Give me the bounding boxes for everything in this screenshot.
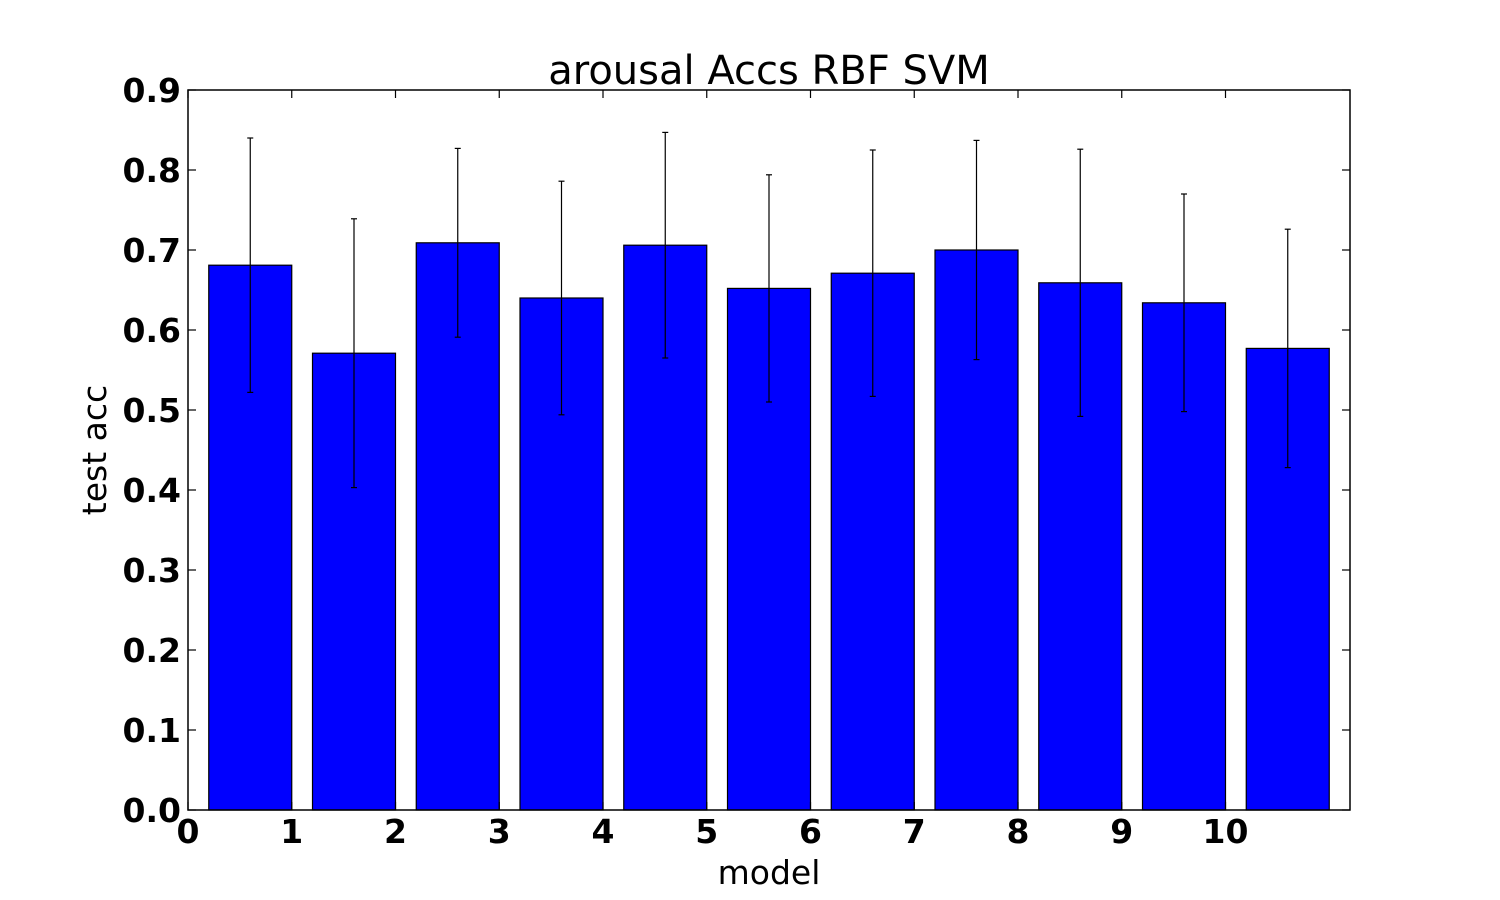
error-bar-9 xyxy=(1181,193,1187,413)
chart-title: arousal Accs RBF SVM xyxy=(548,48,990,94)
x-tick-label: 1 xyxy=(280,812,303,851)
x-tick-label: 7 xyxy=(903,812,926,851)
x-tick-label: 5 xyxy=(695,812,718,851)
x-tick-label: 6 xyxy=(799,812,822,851)
x-axis-label: model xyxy=(718,853,821,892)
x-tick-label: 3 xyxy=(488,812,511,851)
x-tick-label: 2 xyxy=(384,812,407,851)
error-bar-7 xyxy=(973,139,980,361)
y-tick-label: 0.9 xyxy=(123,71,181,110)
error-bar-8 xyxy=(1077,148,1084,417)
error-bar-4 xyxy=(662,131,669,359)
y-axis-label: test acc xyxy=(75,385,114,515)
x-tick-label: 0 xyxy=(177,812,200,851)
error-bar-0 xyxy=(247,137,254,393)
y-tick-label: 0.0 xyxy=(123,791,181,830)
error-bar-5 xyxy=(766,174,772,403)
y-tick-label: 0.6 xyxy=(123,311,181,350)
error-bar-1 xyxy=(351,218,357,489)
y-axis-ticks: 0.0 0.1 0.2 0.3 0.4 0.5 0.6 0.7 0.8 0.9 xyxy=(123,71,1350,830)
x-tick-label: 9 xyxy=(1110,812,1133,851)
error-bar-2 xyxy=(454,147,461,338)
y-tick-label: 0.8 xyxy=(123,151,181,190)
x-axis-ticks: 0 1 2 3 4 5 6 7 8 9 10 xyxy=(177,90,1249,851)
error-bar-6 xyxy=(869,149,876,397)
y-tick-label: 0.5 xyxy=(123,391,181,430)
plot-frame xyxy=(187,89,1351,811)
y-tick-label: 0.4 xyxy=(123,471,181,510)
error-bar-10 xyxy=(1284,228,1291,469)
y-tick-label: 0.2 xyxy=(123,631,181,670)
x-tick-label: 8 xyxy=(1007,812,1030,851)
error-bar-3 xyxy=(558,180,565,416)
y-tick-label: 0.3 xyxy=(123,551,181,590)
x-tick-label: 4 xyxy=(592,812,615,851)
x-tick-label: 10 xyxy=(1203,812,1249,851)
error-bars-group xyxy=(247,131,1291,489)
y-tick-label: 0.7 xyxy=(123,231,181,270)
y-tick-label: 0.1 xyxy=(123,711,181,750)
